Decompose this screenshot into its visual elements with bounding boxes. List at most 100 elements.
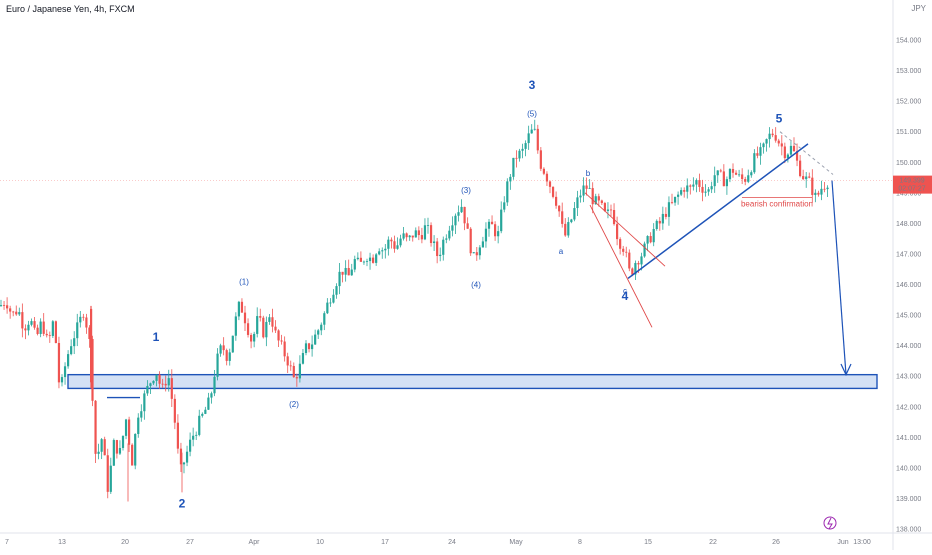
candle-body <box>384 248 387 251</box>
candle-body <box>225 350 228 361</box>
wave-label-minor: (2) <box>289 400 299 409</box>
candle-body <box>323 313 326 325</box>
candle-body <box>747 175 750 182</box>
candle-body <box>420 235 423 240</box>
candle-body <box>338 271 341 287</box>
candle-body <box>45 333 48 336</box>
candle-body <box>347 267 350 276</box>
wave-label-minor: b <box>586 169 591 178</box>
candle-body <box>738 174 741 176</box>
candle-body <box>152 380 155 384</box>
candle-body <box>692 184 695 187</box>
candle-body <box>652 229 655 243</box>
candle-body <box>307 343 311 350</box>
y-tick-label: 140.000 <box>896 465 921 472</box>
candle-body <box>698 180 701 187</box>
candle-body <box>109 465 112 492</box>
candle-body <box>512 157 515 177</box>
candle-body <box>311 344 314 350</box>
wave-label-major: 4 <box>622 289 629 303</box>
candle-body <box>817 192 820 195</box>
candle-body <box>799 160 802 177</box>
candle-body <box>128 419 131 445</box>
candle-body <box>368 257 372 262</box>
candle-body <box>542 168 545 174</box>
candle-body <box>460 206 463 213</box>
candle-body <box>356 257 359 260</box>
candle-body <box>9 308 12 312</box>
candle-body <box>237 301 240 317</box>
lightning-icon[interactable] <box>823 516 837 530</box>
candle-body <box>179 448 183 465</box>
candle-body <box>567 222 570 236</box>
candle-body <box>585 185 588 189</box>
candle-body <box>597 196 600 201</box>
candle-body <box>79 316 82 323</box>
candle-body <box>545 173 549 182</box>
candle-body <box>341 271 344 275</box>
candle-body <box>725 179 728 187</box>
candle-body <box>301 352 305 364</box>
candle-body <box>292 365 295 378</box>
candle-body <box>768 133 771 140</box>
candle-body <box>524 143 527 149</box>
candle-body <box>12 311 15 313</box>
candle-body <box>515 157 518 159</box>
candle-body <box>472 252 475 254</box>
candle-body <box>280 340 283 342</box>
candle-body <box>344 267 347 275</box>
candle-body <box>695 180 698 185</box>
candle-body <box>231 335 234 353</box>
candle-body <box>149 383 152 386</box>
candle-body <box>564 223 567 236</box>
candle-body <box>497 231 500 237</box>
candle-body <box>600 200 603 204</box>
candle-body <box>234 316 237 336</box>
y-tick-label: 152.000 <box>896 99 921 106</box>
candle-body <box>506 181 509 203</box>
candle-body <box>527 133 530 144</box>
candle-body <box>88 327 91 340</box>
candle-body <box>701 186 704 193</box>
candle-body <box>298 363 301 379</box>
candle-body <box>372 257 375 263</box>
candle-body <box>683 190 686 192</box>
candle-body <box>417 230 420 236</box>
candle-body <box>332 294 335 303</box>
candle-body <box>802 176 805 180</box>
candle-spike-body <box>90 308 93 383</box>
y-tick-label: 144.000 <box>896 343 921 350</box>
candle-body <box>283 341 286 357</box>
candle-body <box>445 238 448 240</box>
y-tick-label: 148.000 <box>896 221 921 228</box>
x-tick-label: 13:00 <box>853 539 871 546</box>
candle-body <box>207 397 210 410</box>
candle-body <box>588 188 591 189</box>
candle-body <box>777 140 780 144</box>
candle-body <box>463 206 466 224</box>
candle-body <box>731 169 735 173</box>
candle-body <box>21 312 24 329</box>
candle-body <box>103 439 106 456</box>
candle-body <box>42 321 45 334</box>
candle-body <box>48 335 51 337</box>
candle-body <box>439 254 442 257</box>
candle-body <box>530 129 533 134</box>
candle-body <box>442 239 445 255</box>
candle-body <box>393 241 396 249</box>
candle-body <box>426 225 430 226</box>
candle-body <box>91 339 94 401</box>
candle-body <box>381 250 384 252</box>
candle-body <box>362 261 366 263</box>
candle-body <box>664 213 667 217</box>
projection-arrow-head <box>840 363 852 377</box>
candle-body <box>76 322 79 339</box>
candle-body <box>265 321 268 338</box>
candle-body <box>594 196 597 205</box>
countdown-value: 02:07:27 <box>898 186 925 193</box>
candle-body <box>359 257 362 262</box>
candle-body <box>756 153 759 156</box>
candle-body <box>704 191 707 193</box>
candle-body <box>399 238 402 246</box>
